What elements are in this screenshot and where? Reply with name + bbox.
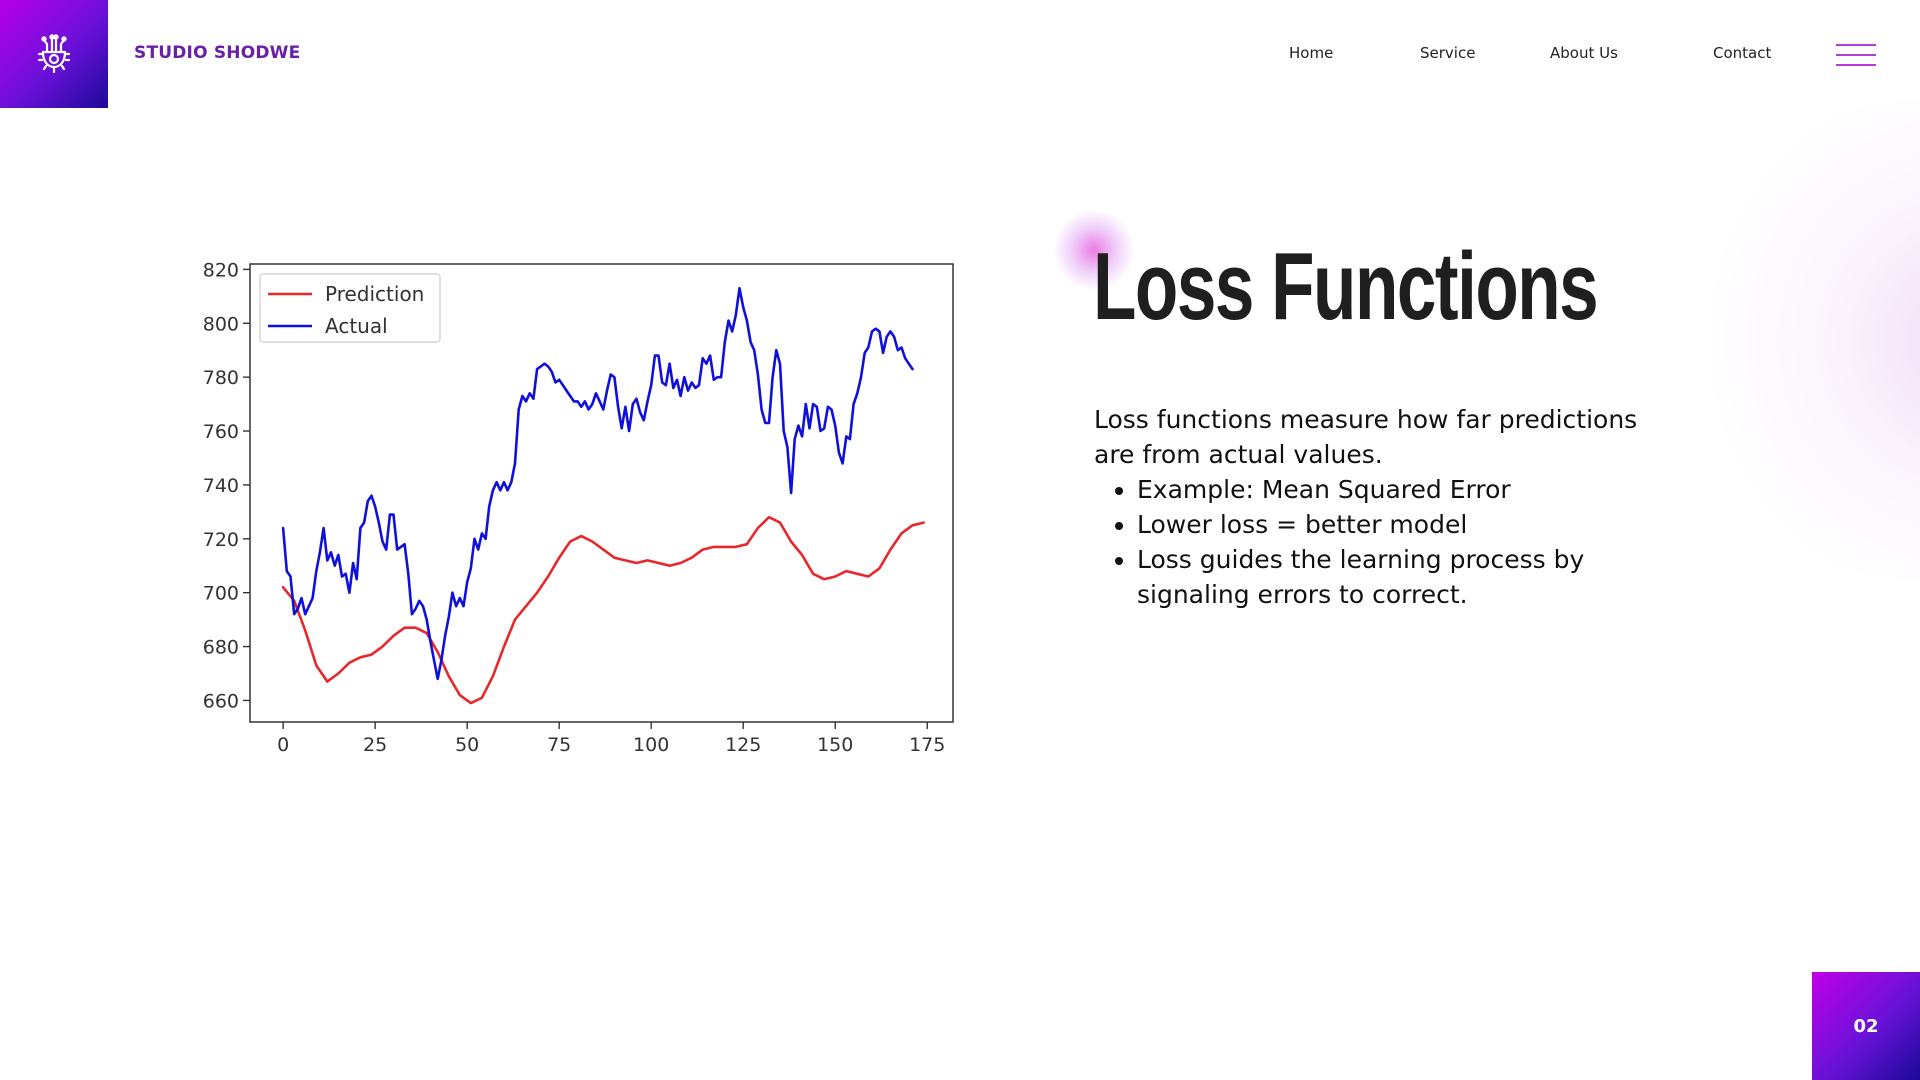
x-tick-label: 50: [455, 734, 479, 756]
y-tick-label: 660: [203, 690, 239, 712]
bullet-item: Example: Mean Squared Error: [1137, 472, 1654, 507]
x-tick-label: 175: [909, 734, 945, 756]
series-line-actual: [281, 286, 914, 681]
y-tick-label: 680: [203, 637, 239, 659]
x-tick-label: 100: [633, 734, 669, 756]
title-glow: [1054, 210, 1134, 290]
legend-label-actual: Actual: [325, 314, 388, 338]
x-tick-label: 75: [547, 734, 571, 756]
nav-contact[interactable]: Contact: [1713, 44, 1772, 62]
y-tick-label: 700: [203, 583, 239, 605]
y-tick-label: 740: [203, 475, 239, 497]
line-chart: 660 680 700 720 740 760 780 800 820 0 25 50 75 100 125…: [203, 259, 954, 756]
legend-label-prediction: Prediction: [325, 282, 424, 306]
bullet-item: Loss guides the learning process by sign…: [1137, 542, 1654, 612]
chart: 660 680 700 720 740 760 780 800 820 0 25 50 75 100 125…: [186, 252, 970, 772]
page-title: Loss Functions: [1093, 233, 1599, 340]
x-tick-label: 125: [725, 734, 761, 756]
y-tick-label: 800: [203, 313, 239, 335]
series-line-prediction: [281, 515, 925, 705]
plot-frame: [249, 263, 954, 723]
nav-service[interactable]: Service: [1420, 44, 1476, 62]
gear-circuit-icon: [37, 34, 71, 74]
hamburger-menu-icon[interactable]: [1836, 43, 1876, 69]
x-tick-label: 25: [363, 734, 387, 756]
x-tick-label: 0: [277, 734, 289, 756]
y-tick-label: 820: [203, 259, 239, 281]
bullet-list: Example: Mean Squared Error Lower loss =…: [1094, 472, 1654, 612]
x-tick-label: 150: [817, 734, 853, 756]
logo[interactable]: [0, 0, 108, 108]
y-tick-label: 720: [203, 529, 239, 551]
nav-about-us[interactable]: About Us: [1550, 44, 1618, 62]
intro-text: Loss functions measure how far predictio…: [1094, 405, 1638, 469]
decorative-glow: [1660, 100, 1920, 580]
brand-name: STUDIO SHODWE: [134, 43, 301, 63]
y-tick-label: 760: [203, 421, 239, 443]
nav-home[interactable]: Home: [1289, 44, 1334, 62]
body-text: Loss functions measure how far predictio…: [1094, 402, 1654, 612]
page-number: 02: [1812, 972, 1920, 1080]
bullet-item: Lower loss = better model: [1137, 507, 1654, 542]
y-tick-label: 780: [203, 367, 239, 389]
